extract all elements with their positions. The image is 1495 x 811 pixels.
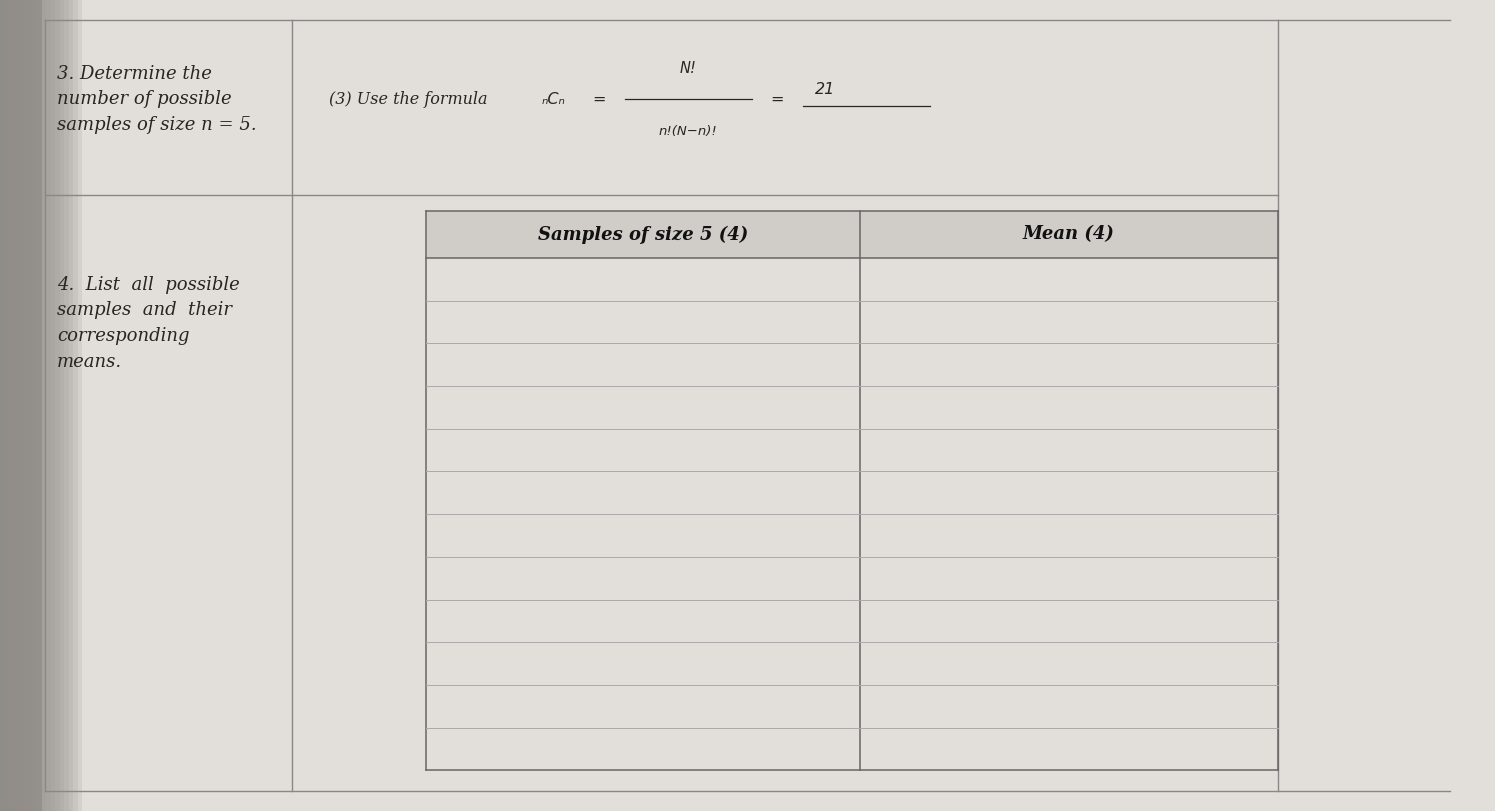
Text: 3. Determine the
number of possible
samples of size n = 5.: 3. Determine the number of possible samp… — [57, 65, 257, 134]
Text: N!: N! — [679, 61, 697, 76]
Bar — [0, 0, 78, 811]
Bar — [0, 0, 37, 811]
Bar — [0, 0, 64, 811]
Bar — [0, 0, 55, 811]
Bar — [0, 0, 19, 811]
Bar — [0, 0, 82, 811]
Text: (3) Use the formula: (3) Use the formula — [329, 91, 492, 108]
Text: n!(N−n)!: n!(N−n)! — [658, 125, 718, 139]
Text: 21: 21 — [815, 82, 836, 97]
Text: =: = — [592, 92, 605, 107]
Bar — [0, 0, 42, 811]
Bar — [0, 0, 51, 811]
Text: Mean (4): Mean (4) — [1023, 225, 1115, 243]
Text: ₙCₙ: ₙCₙ — [541, 92, 565, 107]
Bar — [0, 0, 24, 811]
Bar — [426, 211, 1278, 258]
Text: 4.  List  all  possible
samples  and  their
corresponding
means.: 4. List all possible samples and their c… — [57, 276, 239, 371]
Bar — [0, 0, 42, 811]
Bar — [0, 0, 73, 811]
Bar — [0, 0, 15, 811]
Bar — [0, 0, 28, 811]
Bar — [0, 0, 6, 811]
Bar — [0, 0, 60, 811]
Bar — [0, 0, 46, 811]
Bar — [0, 0, 33, 811]
Text: Samples of size 5 (4): Samples of size 5 (4) — [538, 225, 748, 243]
Text: =: = — [770, 92, 783, 107]
Bar — [0, 0, 10, 811]
Bar — [0, 0, 69, 811]
